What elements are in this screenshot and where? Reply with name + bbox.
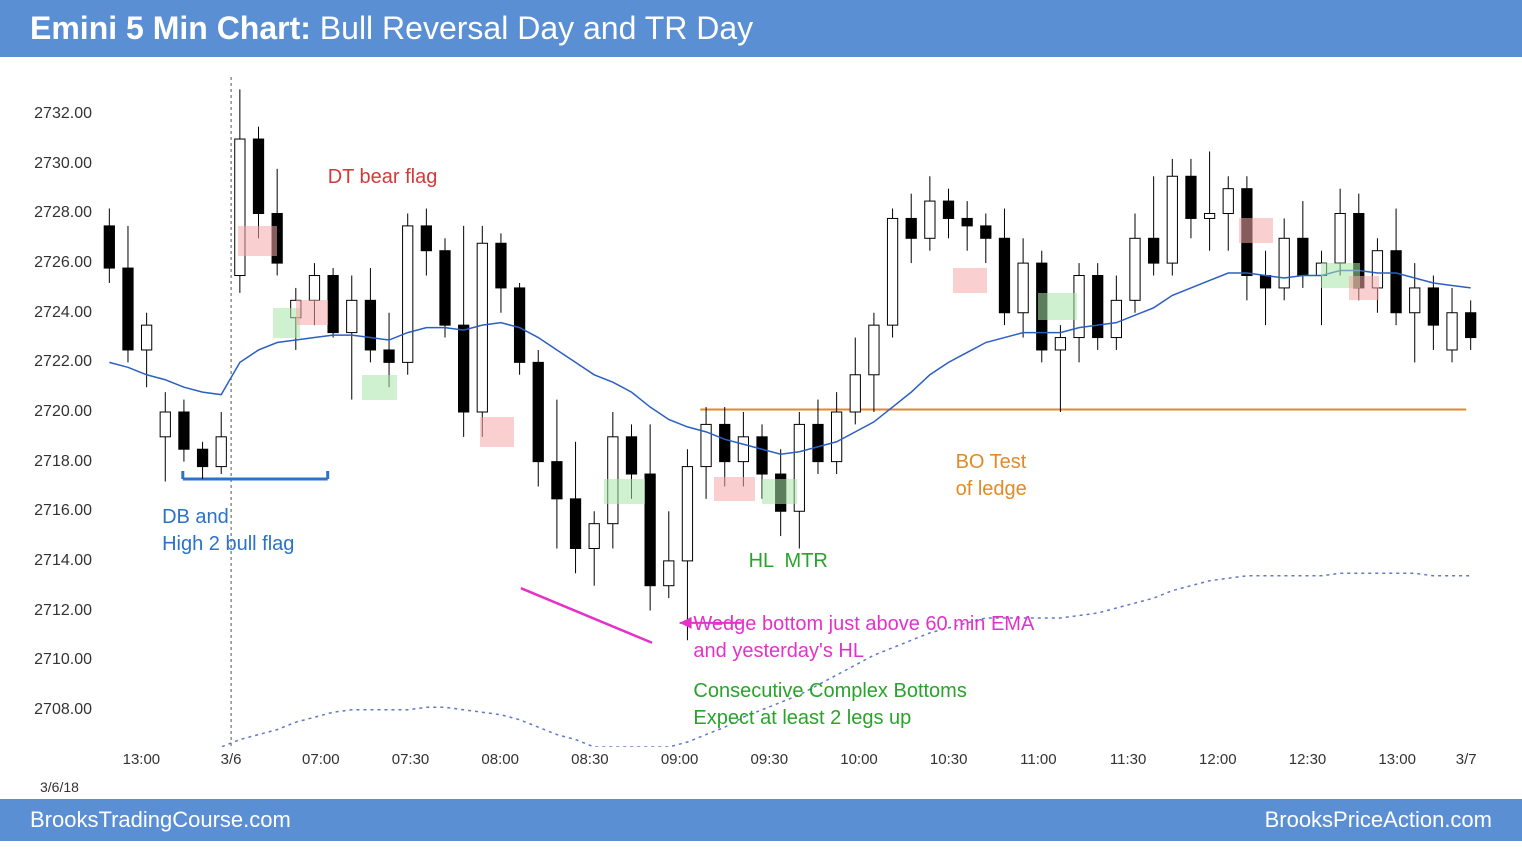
chart-annotation: Wedge bottom just above 60 min EMA and y…	[693, 611, 1034, 665]
x-tick-label: 13:00	[1378, 751, 1416, 768]
y-tick-label: 2718.00	[34, 453, 92, 471]
x-tick-label: 09:00	[661, 751, 699, 768]
highlight-box	[362, 375, 397, 400]
y-tick-label: 2708.00	[34, 701, 92, 719]
x-tick-label: 09:30	[751, 751, 789, 768]
header-title-rest: Bull Reversal Day and TR Day	[320, 10, 753, 46]
highlight-box	[762, 479, 797, 504]
x-tick-label: 11:00	[1020, 751, 1056, 768]
y-tick-label: 2712.00	[34, 602, 92, 620]
y-tick-label: 2716.00	[34, 502, 92, 520]
x-tick-label: 3/7	[1456, 751, 1477, 768]
x-tick-label: 11:30	[1110, 751, 1146, 768]
x-tick-label: 08:00	[481, 751, 519, 768]
highlight-box	[1239, 218, 1274, 243]
highlight-box	[238, 226, 277, 256]
x-tick-label: 10:30	[930, 751, 968, 768]
highlight-box	[1038, 293, 1077, 320]
footer-bar: BrooksTradingCourse.com BrooksPriceActio…	[0, 799, 1522, 841]
y-tick-label: 2732.00	[34, 105, 92, 123]
x-tick-label: 07:00	[302, 751, 340, 768]
y-tick-label: 2730.00	[34, 155, 92, 173]
y-tick-label: 2720.00	[34, 403, 92, 421]
highlight-box	[953, 268, 988, 293]
x-tick-label: 12:00	[1199, 751, 1237, 768]
chart-area: 2708.00 2710.00 2712.00 2714.00 2716.00 2718.…	[0, 57, 1522, 799]
y-tick-label: 2722.00	[34, 353, 92, 371]
chart-annotation: BO Test of ledge	[956, 449, 1027, 503]
x-tick-label: 08:30	[571, 751, 609, 768]
highlight-box	[480, 417, 515, 447]
chart-annotation: Consecutive Complex Bottoms Expect at le…	[693, 678, 966, 732]
highlight-box	[714, 477, 755, 502]
x-tick-label: 13:00	[123, 751, 161, 768]
header-title-bold: Emini 5 Min Chart:	[30, 10, 320, 46]
footer-left: BrooksTradingCourse.com	[30, 807, 291, 833]
header-bar: Emini 5 Min Chart: Bull Reversal Day and…	[0, 0, 1522, 57]
highlight-box	[1349, 276, 1379, 301]
y-tick-label: 2726.00	[34, 254, 92, 272]
x-tick-label: 3/6	[221, 751, 242, 768]
y-tick-label: 2714.00	[34, 552, 92, 570]
chart-annotation: DT bear flag	[328, 164, 438, 191]
y-tick-label: 2728.00	[34, 204, 92, 222]
y-tick-label: 2724.00	[34, 304, 92, 322]
highlight-box	[604, 479, 645, 504]
highlight-box	[296, 300, 328, 325]
date-label: 3/6/18	[40, 779, 79, 795]
x-tick-label: 07:30	[392, 751, 430, 768]
chart-annotation: HL MTR	[749, 548, 828, 575]
x-tick-label: 12:30	[1289, 751, 1327, 768]
y-tick-label: 2710.00	[34, 651, 92, 669]
footer-right: BrooksPriceAction.com	[1265, 807, 1492, 833]
chart-annotation: DB and High 2 bull flag	[162, 504, 294, 558]
x-tick-label: 10:00	[840, 751, 878, 768]
